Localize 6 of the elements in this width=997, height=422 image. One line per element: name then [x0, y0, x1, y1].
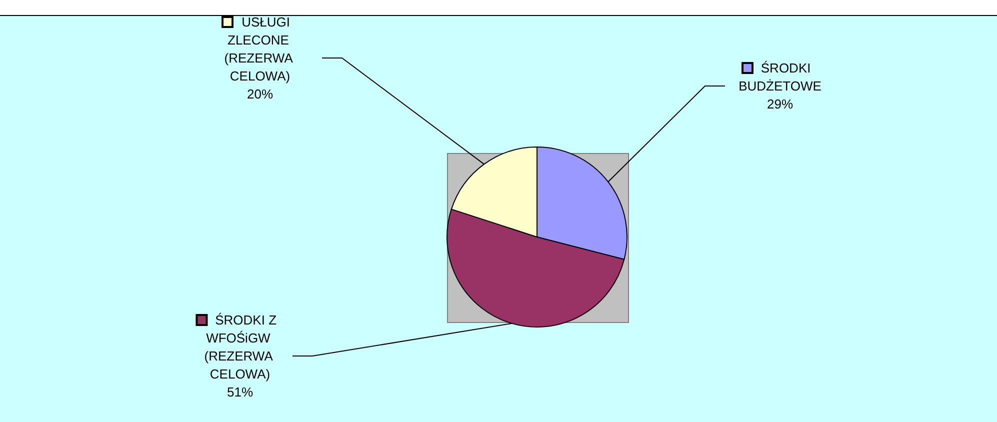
- legend-label: USŁUGI ZLECONE (REZERWA CELOWA): [224, 14, 296, 84]
- legend-label: ŚRODKI BUDŻETOWE: [738, 60, 822, 94]
- data-label: 20%: [246, 86, 274, 102]
- data-label: 29%: [766, 96, 794, 112]
- legend-label: ŚRODKI Z WFOŚiGW (REZERWA CELOWA): [204, 312, 280, 382]
- data-label: 51%: [226, 384, 254, 400]
